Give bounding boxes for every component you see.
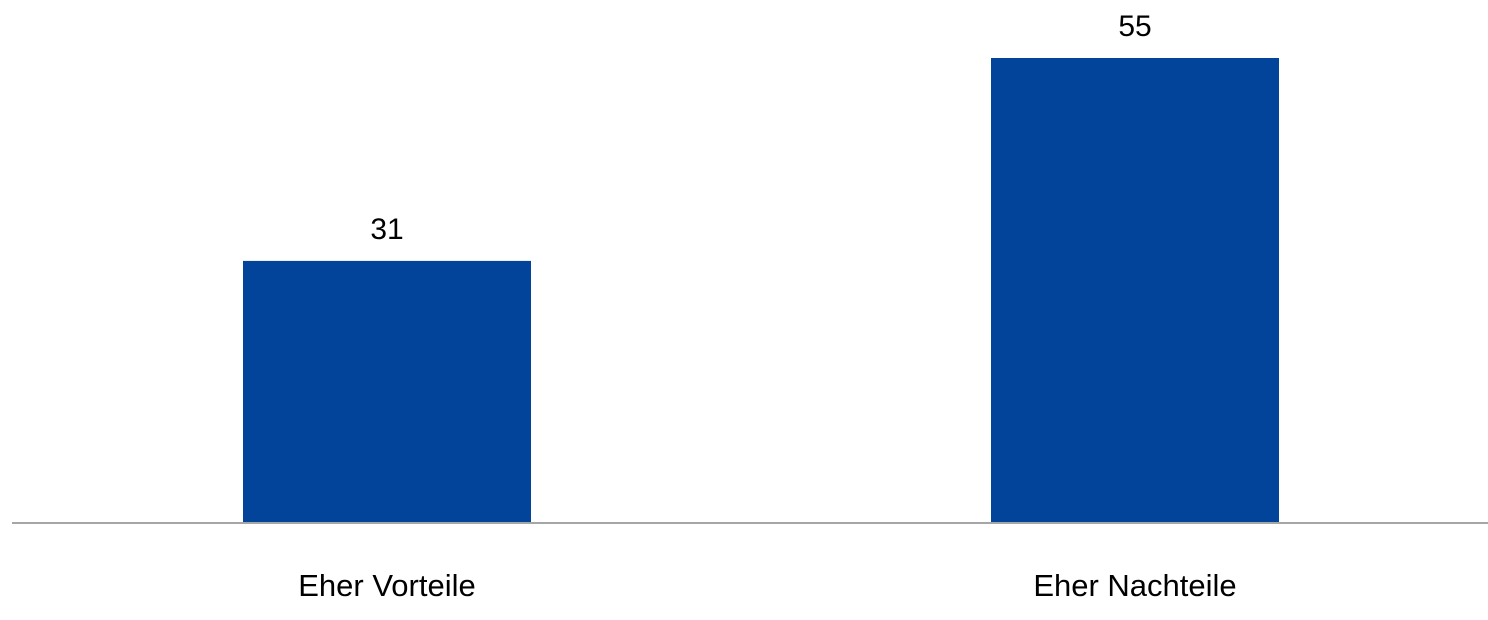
category-labels-layer: Eher Vorteile Eher Nachteile (298, 568, 1236, 603)
bar-1 (991, 58, 1279, 523)
bars-layer (243, 58, 1279, 523)
data-labels-layer: 31 55 (370, 10, 1151, 246)
data-label-0: 31 (370, 213, 403, 246)
data-label-1: 55 (1118, 10, 1151, 43)
category-label-0: Eher Vorteile (298, 568, 476, 603)
category-label-1: Eher Nachteile (1033, 568, 1236, 603)
bar-0 (243, 260, 531, 523)
